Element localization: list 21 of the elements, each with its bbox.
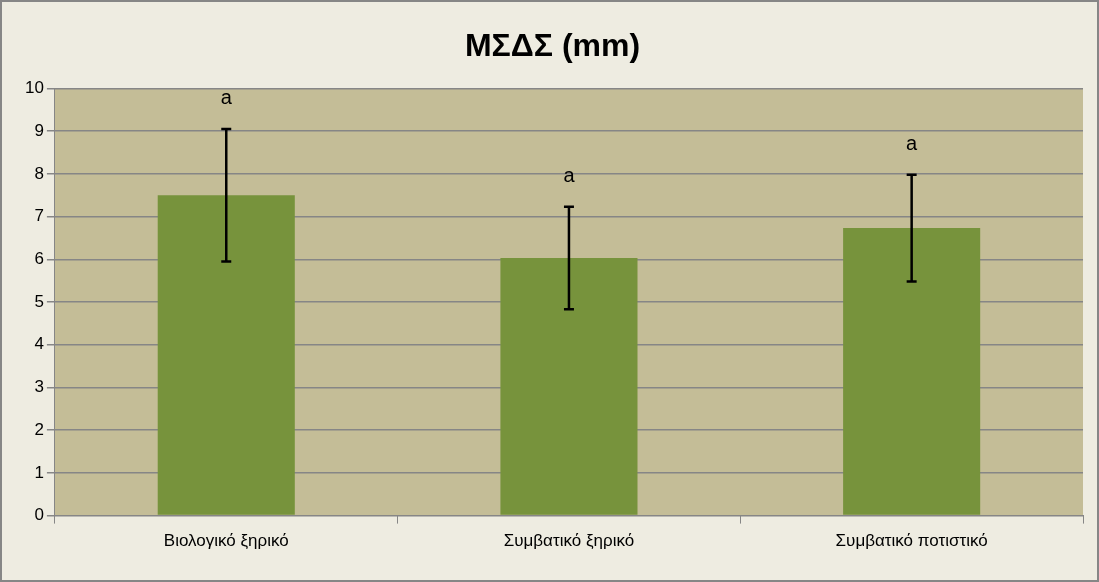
x-tick-label: Βιολογικό ξηρικό <box>163 531 289 551</box>
x-tick-label: Συμβατικό ποτιστικό <box>835 531 988 551</box>
y-tick-label: 8 <box>34 163 44 183</box>
y-tick-label: 7 <box>34 206 44 226</box>
y-tick-label: 4 <box>34 334 44 354</box>
bar <box>157 195 295 515</box>
chart-title: ΜΣΔΣ (mm) <box>464 27 641 64</box>
y-tick-label: 0 <box>34 505 44 525</box>
bar <box>500 258 638 515</box>
annotation: a <box>906 132 919 155</box>
y-tick-label: 9 <box>34 120 44 140</box>
annotation: a <box>220 86 233 109</box>
y-tick-label: 6 <box>34 248 44 268</box>
bar <box>843 228 981 515</box>
y-tick-label: 3 <box>34 377 44 397</box>
annotation: a <box>563 164 576 187</box>
y-tick-label: 2 <box>34 419 44 439</box>
y-tick-label: 1 <box>34 462 44 482</box>
y-tick-label: 10 <box>24 78 44 98</box>
y-tick-label: 5 <box>34 291 44 311</box>
x-tick-label: Συμβατικό ξηρικό <box>503 531 635 551</box>
